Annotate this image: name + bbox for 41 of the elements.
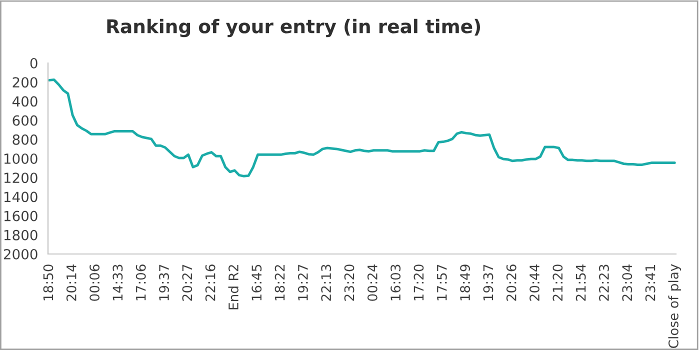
y-tick-label: 800 — [12, 134, 38, 145]
x-tick-label: 21:20 — [552, 264, 563, 301]
x-tick-label: 20:14 — [66, 264, 76, 301]
x-tick-label: Close of play — [668, 264, 681, 348]
x-tick-label: 18:50 — [43, 264, 54, 300]
x-tick-label: 00:06 — [90, 264, 100, 301]
x-tick-label: 20:44 — [530, 264, 540, 301]
x-tick-label: 19:27 — [298, 264, 308, 300]
x-tick-label: 22:16 — [205, 264, 216, 301]
x-tick-label: 18:22 — [274, 265, 285, 300]
x-tick-label: 17:06 — [136, 264, 146, 300]
x-tick-label: 20:26 — [506, 264, 516, 301]
y-tick-label: 200 — [12, 77, 38, 88]
x-tick-label: End R2 — [228, 265, 238, 310]
y-tick-label: 400 — [12, 96, 38, 107]
line-series — [48, 78, 676, 178]
y-tick-label: 1400 — [4, 192, 38, 202]
y-tick-label: 1600 — [4, 210, 38, 222]
x-tick-label: 20:27 — [182, 264, 192, 301]
x-tick-label: 21:54 — [576, 264, 586, 301]
y-tick-label: 1200 — [4, 172, 38, 184]
y-tick-label: 1000 — [4, 153, 38, 164]
x-tick-label: 17:20 — [414, 264, 424, 300]
x-tick-label: 17:57 — [437, 264, 447, 300]
x-tick-label: 23:04 — [622, 264, 632, 301]
y-tick-label: 1800 — [4, 230, 38, 240]
x-tick-label: 16:03 — [390, 264, 401, 300]
x-tick-label: 00:24 — [367, 264, 378, 301]
x-tick-label: 23:41 — [645, 264, 656, 301]
y-tick-label: 0 — [30, 58, 38, 68]
x-tick-label: 18:49 — [460, 264, 470, 300]
chart-title: Ranking of your entry (in real time) — [107, 18, 480, 38]
y-tick-label: 600 — [12, 115, 38, 126]
x-tick-label: 22:13 — [321, 264, 332, 301]
x-tick-label: 16:45 — [252, 264, 262, 300]
x-tick-label: 19:37 — [483, 264, 494, 300]
x-tick-label: 14:33 — [112, 264, 123, 300]
y-tick-label: 2000 — [4, 248, 38, 260]
x-tick-label: 23:20 — [344, 264, 354, 301]
x-tick-label: 22:23 — [598, 264, 609, 301]
x-tick-label: 19:37 — [159, 264, 169, 300]
